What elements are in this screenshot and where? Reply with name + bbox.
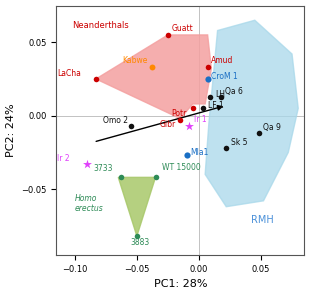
Text: LH: LH [215, 90, 225, 99]
Polygon shape [96, 35, 211, 119]
Point [219, 94, 224, 99]
Text: Guatt: Guatt [172, 24, 193, 32]
Text: Ir 2: Ir 2 [57, 154, 70, 163]
Text: 3883: 3883 [131, 238, 150, 247]
Point [190, 106, 195, 111]
Point [200, 106, 205, 111]
Text: Mla1: Mla1 [190, 148, 209, 157]
Point [256, 131, 261, 136]
Point [128, 124, 133, 128]
Point [224, 146, 229, 150]
Point [187, 124, 192, 128]
Point [178, 118, 183, 122]
Point [184, 153, 189, 158]
Text: Omo 2: Omo 2 [103, 116, 128, 125]
Point [118, 175, 123, 180]
Point [85, 162, 90, 166]
Polygon shape [205, 20, 298, 207]
Text: 3733: 3733 [93, 165, 113, 173]
Text: Qa 9: Qa 9 [264, 123, 281, 132]
Text: Neanderthals: Neanderthals [72, 21, 129, 30]
Point [149, 65, 154, 70]
Polygon shape [118, 177, 156, 236]
Point [205, 77, 210, 81]
Point [205, 65, 210, 70]
Point [166, 32, 171, 37]
Text: Amud: Amud [211, 56, 234, 65]
Text: RMH: RMH [251, 215, 274, 225]
Point [93, 77, 98, 81]
Text: Ir 1: Ir 1 [194, 114, 206, 124]
Point [208, 94, 213, 99]
Text: Kabwe: Kabwe [122, 56, 147, 65]
X-axis label: PC1: 28%: PC1: 28% [153, 279, 207, 289]
Text: Sk 5: Sk 5 [231, 138, 248, 147]
Text: Qa 6: Qa 6 [225, 87, 243, 96]
Text: CroM 1: CroM 1 [211, 72, 238, 81]
Point [153, 175, 158, 180]
Text: LaCha: LaCha [57, 69, 81, 78]
Y-axis label: PC2: 24%: PC2: 24% [6, 104, 16, 157]
Text: LF 1: LF 1 [208, 101, 224, 110]
Text: Potr: Potr [172, 109, 187, 118]
Text: Gibr: Gibr [159, 120, 175, 130]
Point [135, 234, 140, 238]
Text: Homo
erectus: Homo erectus [75, 194, 104, 213]
Text: WT 15000: WT 15000 [162, 163, 201, 172]
